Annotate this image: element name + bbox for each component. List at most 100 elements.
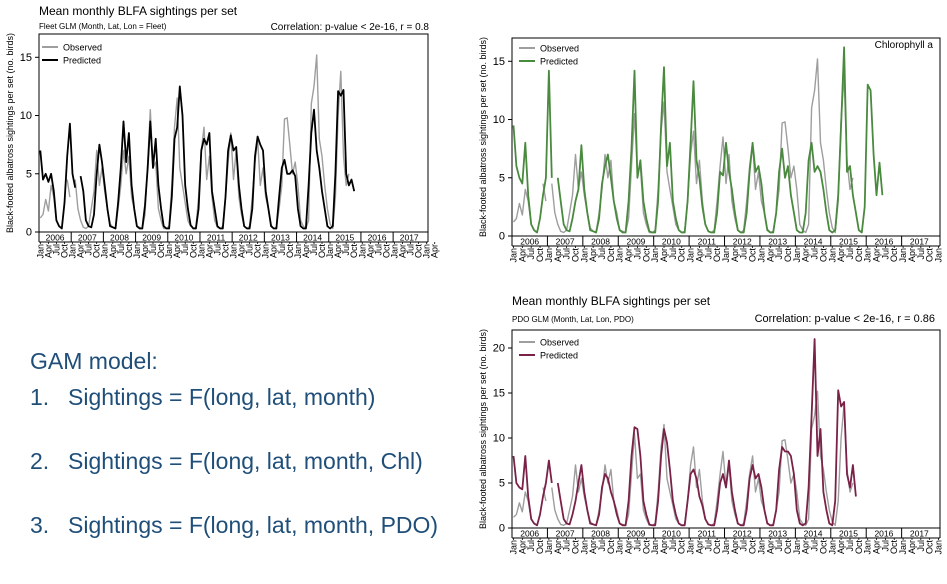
fleet-glm-chart: Mean monthly BLFA sightings per set Fleet… bbox=[5, 4, 440, 259]
x-tick-label: Apr bbox=[398, 244, 408, 258]
x-tick-label: Jul bbox=[703, 248, 713, 260]
x-tick-label: Oct bbox=[854, 248, 864, 263]
x-tick-label: Apr bbox=[588, 248, 598, 262]
x-tick-label: Oct bbox=[818, 248, 828, 263]
x-tick-label: Jan bbox=[686, 248, 696, 263]
legend-label: Observed bbox=[540, 44, 579, 54]
x-tick-label: Jul bbox=[632, 248, 642, 260]
x-tick-label: Oct bbox=[606, 248, 616, 263]
x-tick-label: Jul bbox=[526, 540, 536, 552]
series-line-observed bbox=[513, 390, 854, 526]
x-tick-label: Oct bbox=[606, 540, 616, 555]
x-tick-label: Jan bbox=[68, 244, 78, 259]
y-axis-label: Black-footed albatross sightings per set… bbox=[478, 329, 488, 529]
x-tick-label: Oct bbox=[925, 248, 935, 263]
x-tick-label: Apr bbox=[659, 540, 669, 554]
x-tick-label: Apr bbox=[907, 540, 917, 554]
x-tick-label: Jan bbox=[934, 540, 943, 555]
x-tick-label: Jul bbox=[810, 540, 820, 552]
x-tick-label: Oct bbox=[285, 244, 295, 259]
chlorophyll-chart: Chlorophyll a 0 5 10 15 Black-footed albatros… bbox=[478, 37, 943, 263]
y-tick-label: 15 bbox=[493, 388, 505, 400]
x-tick-label: Oct bbox=[712, 540, 722, 555]
year-label: 2016 bbox=[874, 237, 893, 247]
year-label: 2013 bbox=[271, 233, 290, 243]
x-tick-label: Oct bbox=[535, 540, 545, 555]
year-label: 2008 bbox=[591, 529, 610, 539]
year-label: 2014 bbox=[804, 529, 823, 539]
x-tick-label: Apr bbox=[624, 540, 634, 554]
gam-title: GAM model: bbox=[30, 348, 158, 374]
plot-area-frame bbox=[511, 37, 941, 237]
y-axis-label: Black-footed albatross sightings per set… bbox=[478, 37, 488, 237]
x-tick-label: Oct bbox=[124, 244, 134, 259]
x-tick-label: Jul bbox=[597, 540, 607, 552]
gam-item-number: 1. bbox=[30, 384, 50, 410]
x-tick-label: Jul bbox=[668, 248, 678, 260]
x-tick-label: Jan bbox=[863, 248, 873, 263]
x-tick-label: Jul bbox=[810, 248, 820, 260]
chart-title: Mean monthly BLFA sightings per set bbox=[39, 4, 238, 18]
legend-label: Predicted bbox=[540, 351, 578, 361]
x-tick-label: Apr bbox=[730, 248, 740, 262]
x-tick-label: Jan bbox=[389, 244, 399, 259]
y-tick-label: 0 bbox=[499, 231, 505, 243]
series-line-predicted bbox=[512, 46, 884, 234]
x-tick-label: Apr bbox=[365, 244, 375, 258]
x-tick-label: Jan bbox=[721, 248, 731, 263]
x-tick-label: Oct bbox=[818, 540, 828, 555]
year-label: 2014 bbox=[303, 233, 322, 243]
year-label: 2015 bbox=[335, 233, 354, 243]
x-tick-label: Jul bbox=[880, 540, 890, 552]
series-line-observed bbox=[512, 58, 854, 234]
y-tick-label: 5 bbox=[499, 478, 505, 490]
gam-item-text: Sightings = F(long, lat, month, Chl) bbox=[68, 448, 423, 474]
year-label: 2010 bbox=[662, 529, 681, 539]
x-tick-label: Oct bbox=[317, 244, 327, 259]
x-tick-label: Apr bbox=[204, 244, 214, 258]
x-tick-label: Jul bbox=[116, 244, 126, 256]
x-tick-label: Oct bbox=[748, 540, 758, 555]
x-tick-label: Jan bbox=[132, 244, 142, 259]
x-tick-label: Oct bbox=[854, 540, 864, 555]
x-tick-label: Jan bbox=[422, 244, 432, 259]
x-tick-label: Jan bbox=[721, 540, 731, 555]
x-tick-label: Jul bbox=[84, 244, 94, 256]
series-line-observed bbox=[39, 54, 350, 230]
x-tick-label: Jul bbox=[180, 244, 190, 256]
x-tick-label: Jan bbox=[229, 244, 239, 259]
legend-label: Observed bbox=[540, 338, 579, 348]
x-tick-label: Apr bbox=[836, 248, 846, 262]
chart-annotation: Correlation: p-value < 2e-16, r = 0.8 bbox=[271, 22, 430, 33]
x-tick-label: Jul bbox=[916, 540, 926, 552]
x-tick-label: Jan bbox=[615, 248, 625, 263]
year-label: 2011 bbox=[207, 233, 226, 243]
year-label: 2010 bbox=[174, 233, 193, 243]
year-label: 2007 bbox=[78, 233, 97, 243]
year-label: 2012 bbox=[733, 529, 752, 539]
x-tick-label: Jan bbox=[934, 248, 943, 263]
gam-item-number: 3. bbox=[30, 512, 50, 538]
x-tick-label: Oct bbox=[889, 540, 899, 555]
x-tick-label: Jul bbox=[880, 248, 890, 260]
series-line-predicted bbox=[39, 85, 356, 230]
y-tick-label: 15 bbox=[20, 52, 32, 64]
legend-label: Predicted bbox=[63, 56, 101, 66]
x-tick-label: Jan bbox=[325, 244, 335, 259]
x-tick-label: Oct bbox=[783, 248, 793, 263]
year-label: 2016 bbox=[874, 529, 893, 539]
x-tick-label: Jan bbox=[544, 540, 554, 555]
x-tick-label: Apr bbox=[301, 244, 311, 258]
x-tick-label: Jul bbox=[245, 244, 255, 256]
gam-item-text: Sightings = F(long, lat, month, PDO) bbox=[68, 512, 439, 538]
series-line-predicted bbox=[512, 338, 857, 527]
y-tick-label: 10 bbox=[493, 114, 505, 126]
y-tick-label: 0 bbox=[499, 523, 505, 535]
year-label: 2008 bbox=[591, 237, 610, 247]
year-label: 2009 bbox=[142, 233, 161, 243]
x-tick-label: Jan bbox=[615, 540, 625, 555]
y-tick-label: 10 bbox=[493, 433, 505, 445]
x-tick-label: Jan bbox=[508, 540, 518, 555]
x-tick-label: Apr bbox=[553, 540, 563, 554]
x-tick-label: Jan bbox=[508, 248, 518, 263]
